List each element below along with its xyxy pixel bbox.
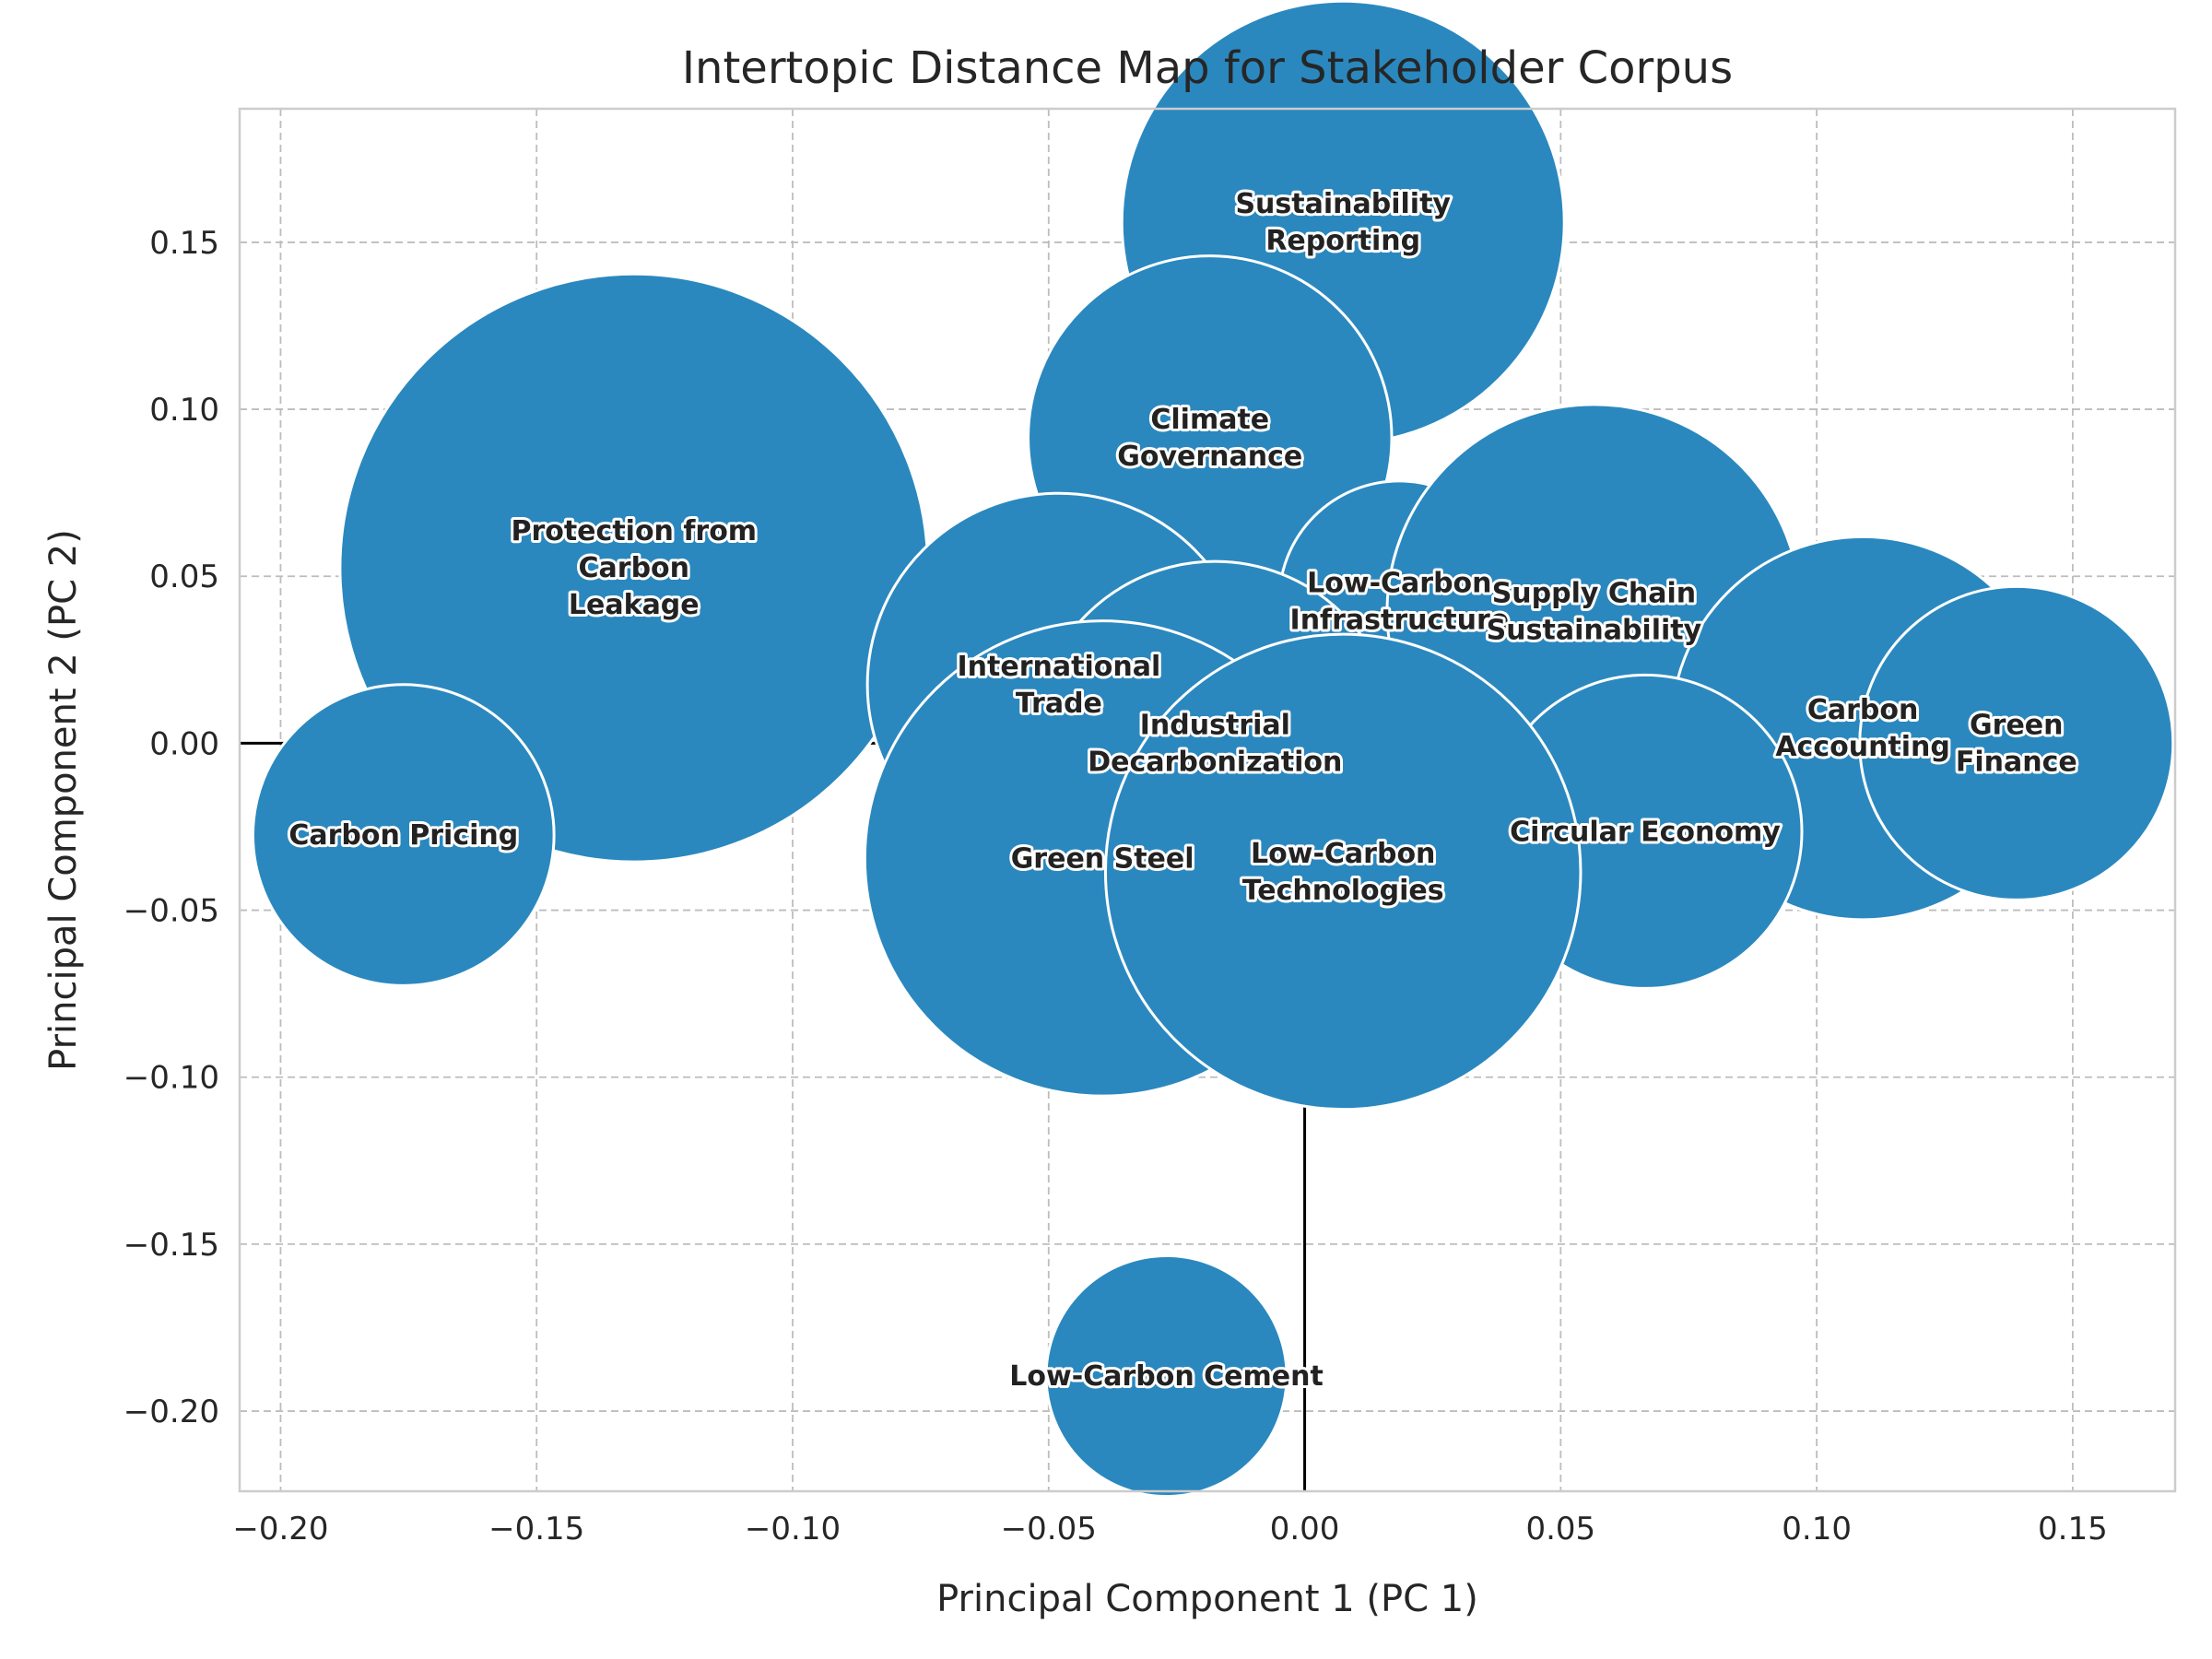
y-tick-label: 0.15 bbox=[149, 225, 219, 262]
topic-bubble bbox=[1103, 632, 1583, 1112]
y-tick-label: 0.00 bbox=[149, 725, 219, 762]
x-tick-label: −0.05 bbox=[1001, 1511, 1097, 1547]
x-tick-label: −0.10 bbox=[745, 1511, 841, 1547]
y-tick-label: 0.10 bbox=[149, 392, 219, 429]
tick-labels: −0.20 −0.15 −0.10 −0.05 0.00 0.05 0.10 0.15 −0.2… bbox=[124, 225, 2108, 1547]
topic-label: Industrial Decarbonization bbox=[1088, 709, 1342, 778]
topic-label: Carbon Accounting bbox=[1775, 694, 1950, 763]
x-axis-title: Principal Component 1 (PC 1) bbox=[936, 1578, 1478, 1620]
y-tick-label: −0.10 bbox=[124, 1060, 219, 1097]
x-tick-label: 0.00 bbox=[1270, 1511, 1340, 1547]
y-tick-label: −0.15 bbox=[124, 1227, 219, 1264]
topic-bubble bbox=[251, 683, 556, 987]
topic-label: Protection from Carbon Leakage bbox=[511, 515, 757, 621]
topic-bubble bbox=[1858, 584, 2175, 901]
topic-label: Green Steel bbox=[1011, 842, 1194, 875]
topic-label: Low-Carbon Technologies bbox=[1242, 838, 1444, 907]
x-tick-label: 0.15 bbox=[2038, 1511, 2108, 1547]
bubbles bbox=[251, 0, 2175, 1499]
topic-label: Supply Chain Sustainability bbox=[1487, 577, 1702, 646]
topic-label: Sustainability Reporting bbox=[1235, 188, 1451, 257]
x-tick-label: 0.10 bbox=[1782, 1511, 1852, 1547]
topic-bubble bbox=[1044, 1253, 1288, 1499]
chart-title: Intertopic Distance Map for Stakeholder … bbox=[682, 42, 1733, 94]
x-tick-label: −0.15 bbox=[488, 1511, 584, 1547]
y-tick-label: −0.20 bbox=[124, 1394, 219, 1430]
y-tick-label: 0.05 bbox=[149, 559, 219, 595]
topic-label: Climate Governance bbox=[1117, 404, 1302, 473]
topic-label: Green Finance bbox=[1956, 709, 2077, 778]
topic-label: International Trade bbox=[958, 651, 1161, 720]
x-tick-label: 0.05 bbox=[1525, 1511, 1595, 1547]
topic-label: Carbon Pricing bbox=[288, 819, 518, 852]
topic-label: Low-Carbon Cement bbox=[1009, 1360, 1324, 1393]
bubble-labels: Sustainability Reporting Climate Governance… bbox=[286, 185, 2079, 1395]
y-tick-label: −0.05 bbox=[124, 893, 219, 930]
topic-label: Circular Economy bbox=[1510, 816, 1781, 848]
y-axis-title: Principal Component 2 (PC 2) bbox=[42, 529, 85, 1071]
x-tick-label: −0.20 bbox=[232, 1511, 328, 1547]
plot-frame bbox=[238, 107, 2177, 1493]
topic-label: Low-Carbon Infrastructure bbox=[1290, 567, 1510, 636]
